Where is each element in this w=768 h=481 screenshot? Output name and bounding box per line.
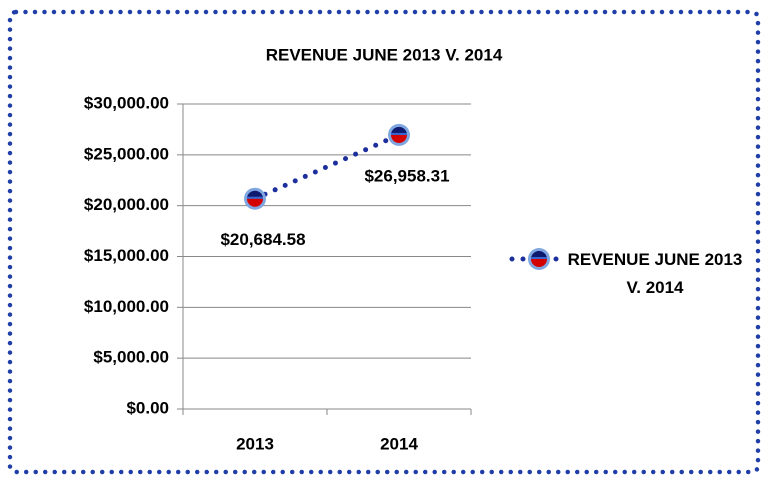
- x-tick-label: 2013: [236, 434, 274, 453]
- data-label: $20,684.58: [220, 230, 305, 249]
- data-label: $26,958.31: [364, 166, 449, 185]
- y-tick-label: $25,000.00: [84, 144, 169, 163]
- y-tick-label: $30,000.00: [84, 93, 169, 112]
- data-point: [388, 123, 410, 146]
- y-tick-label: $20,000.00: [84, 195, 169, 214]
- y-tick-label: $5,000.00: [93, 348, 169, 367]
- legend-marker: [528, 248, 550, 270]
- y-tick-label: $0.00: [126, 398, 169, 417]
- marker-bottom: [391, 134, 407, 143]
- data-point: [244, 187, 266, 210]
- y-tick-label: $10,000.00: [84, 297, 169, 316]
- x-tick-label: 2014: [380, 434, 418, 453]
- y-tick-label: $15,000.00: [84, 246, 169, 265]
- chart-border: [7, 9, 761, 475]
- chart-title: REVENUE JUNE 2013 V. 2014: [266, 45, 503, 64]
- legend-label: REVENUE JUNE 2013 V. 2014: [567, 250, 743, 297]
- marker-bottom: [531, 259, 547, 267]
- marker-bottom: [247, 198, 263, 207]
- series-line: [252, 132, 402, 202]
